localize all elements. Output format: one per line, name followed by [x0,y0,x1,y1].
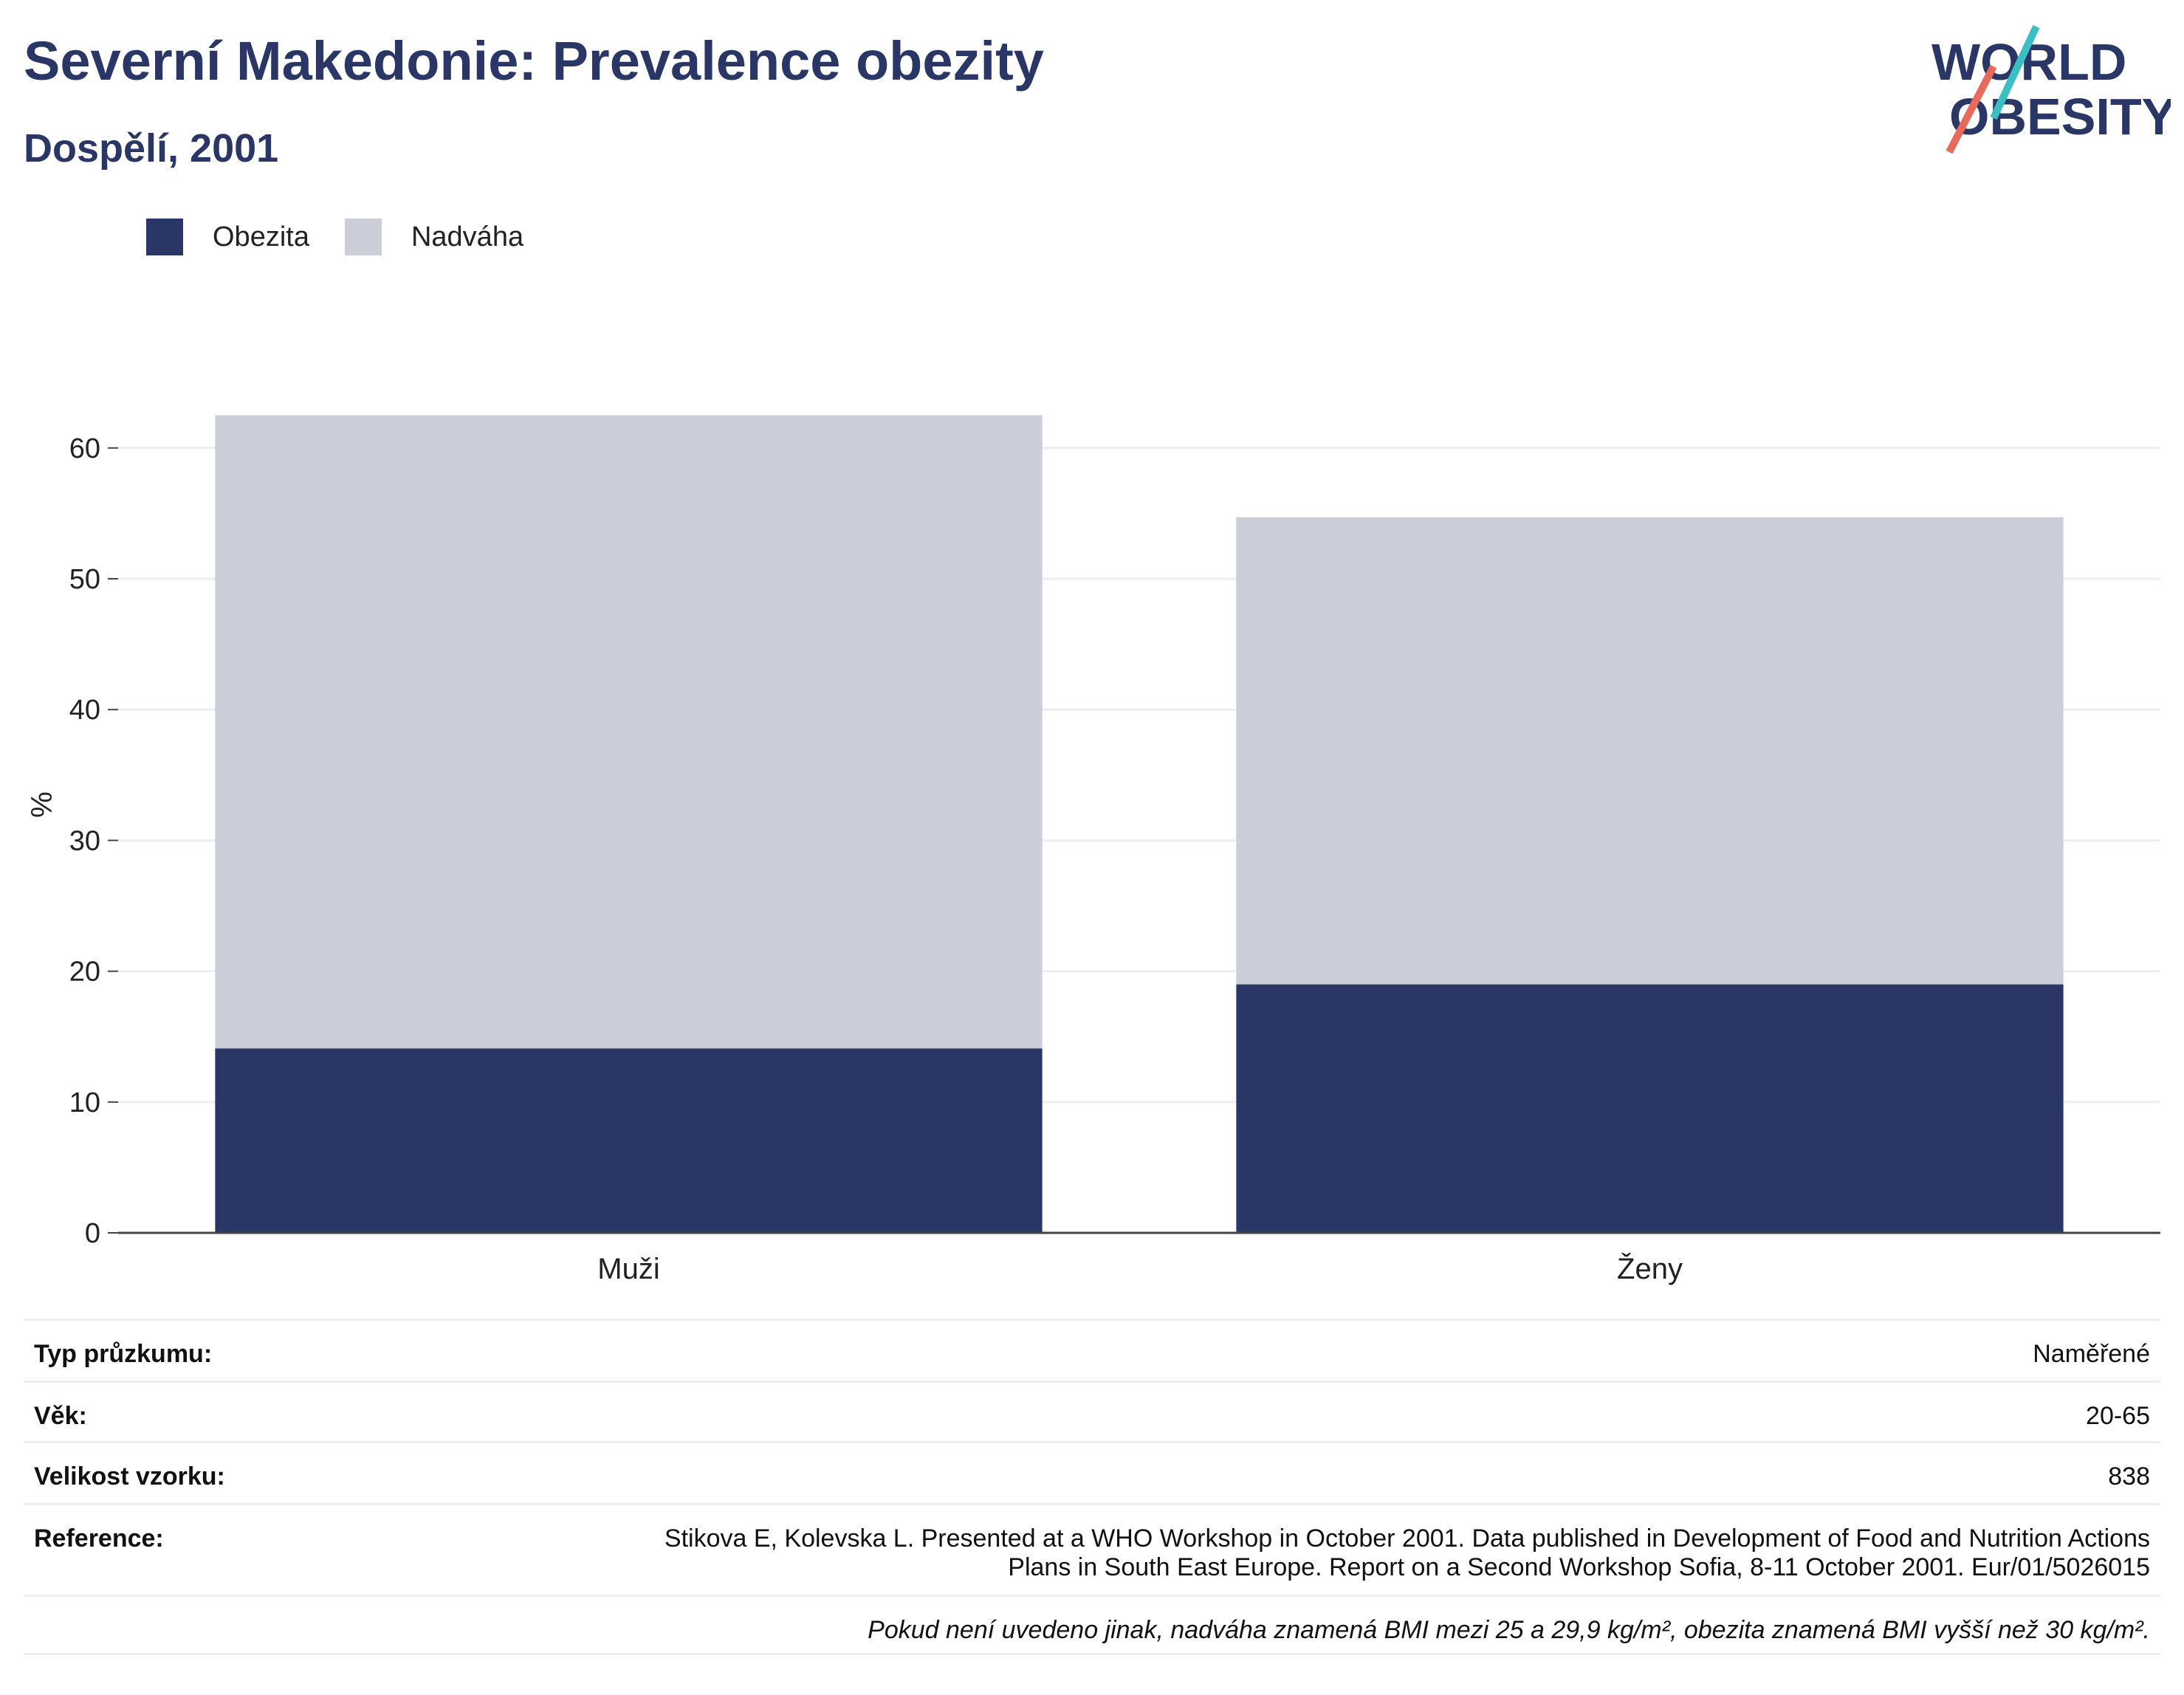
chart-title: Severní Makedonie: Prevalence obezity [24,30,1044,92]
legend-swatch-obesity [146,219,183,255]
bar-obesity-1 [1236,984,2064,1233]
chart-subtitle: Dospělí, 2001 [24,126,279,171]
info-row-survey-type: Typ průzkumu: Naměřené [24,1318,2160,1381]
age-label: Věk: [34,1402,87,1430]
info-row-age: Věk: 20-65 [24,1381,2160,1441]
legend-item-overweight[interactable]: Nadváha [344,219,524,255]
chart-legend: Obezita Nadváha [146,219,559,255]
logo-line-2: OBESITY [1949,88,2171,145]
survey-type-label: Typ průzkumu: [34,1340,213,1368]
y-tick-label-30: 30 [69,825,100,856]
reference-line-2: Plans in South East Europe. Report on a … [1008,1553,2150,1581]
x-tick-label-1: Ženy [1617,1252,1683,1285]
stacked-bar-chart: 0 10 20 30 40 50 60% Muži Ženy [26,415,2160,1285]
legend-swatch-overweight [344,219,382,255]
legend-label-overweight: Nadváha [411,221,524,252]
y-axis-label: % [26,791,58,818]
reference-label: Reference: [34,1524,164,1553]
legend-label-obesity: Obezita [213,221,309,252]
world-obesity-logo: WORLD OBESITY [1931,24,2171,154]
survey-type-value: Naměřené [2033,1340,2150,1368]
info-row-sample-size: Velikost vzorku: 838 [24,1441,2160,1503]
y-tick-label-40: 40 [69,695,100,726]
reference-line-1: Stikova E, Kolevska L. Presented at a WH… [664,1524,2150,1553]
info-row-footnote: Pokud není uvedeno jinak, nadváha znamen… [24,1595,2160,1655]
y-tick-label-50: 50 [69,564,100,595]
footnote-text: Pokud není uvedeno jinak, nadváha znamen… [868,1616,2150,1644]
survey-info-table: Typ průzkumu: Naměřené Věk: 20-65 Veliko… [24,1318,2160,1655]
y-tick-label-60: 60 [69,433,100,464]
bar-overweight-1 [1236,517,2064,985]
logo-slash-coral [1946,64,1997,154]
legend-item-obesity[interactable]: Obezita [146,219,309,255]
reference-value: Stikova E, Kolevska L. Presented at a WH… [665,1524,2150,1582]
logo-slash-teal [1990,24,2040,120]
y-tick-label-10: 10 [69,1087,100,1118]
bar-obesity-0 [215,1048,1043,1233]
info-row-reference: Reference: Stikova E, Kolevska L. Presen… [24,1503,2160,1595]
x-tick-label-0: Muži [597,1253,659,1285]
sample-size-value: 838 [2108,1462,2150,1491]
age-value: 20-65 [2086,1402,2150,1430]
y-tick-label-0: 0 [85,1218,100,1249]
sample-size-label: Velikost vzorku: [34,1462,225,1491]
y-tick-label-20: 20 [69,957,100,988]
bar-overweight-0 [215,415,1043,1049]
